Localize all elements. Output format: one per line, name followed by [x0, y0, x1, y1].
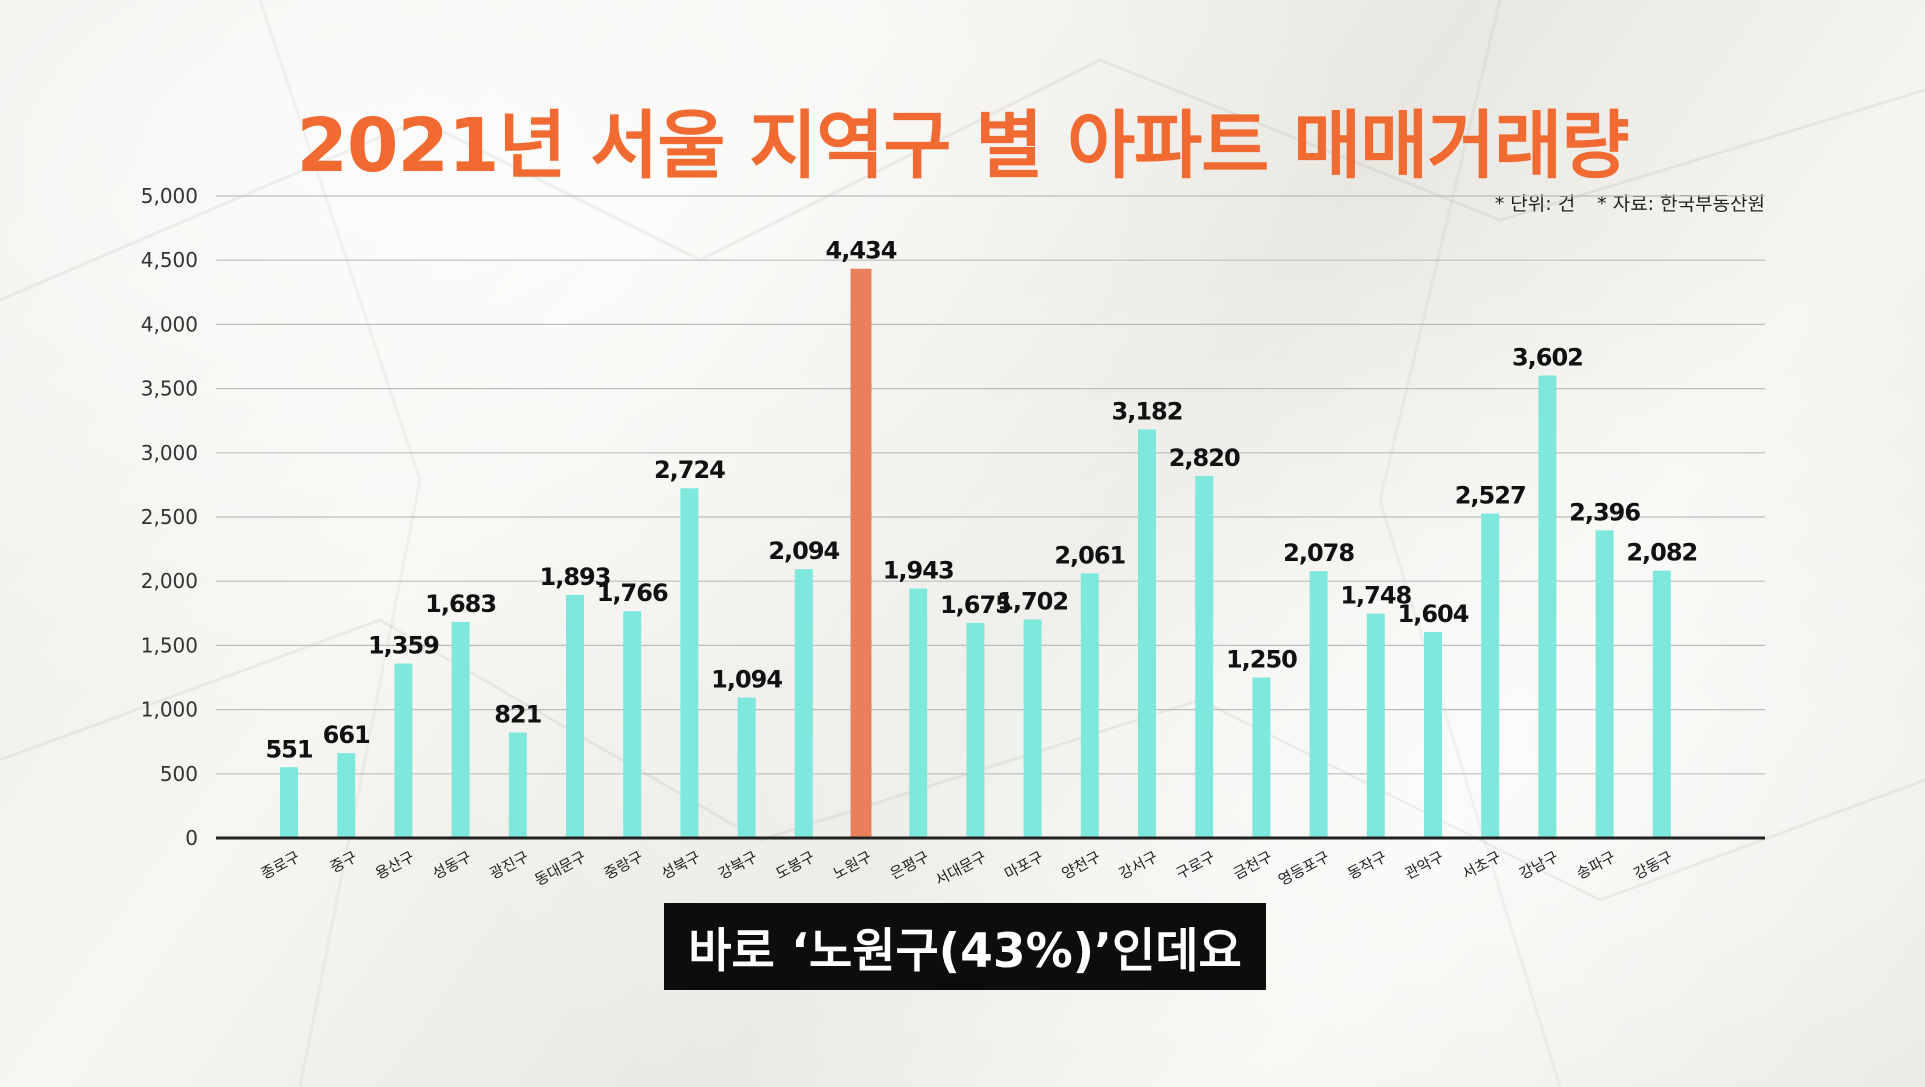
x-tick-label: 강남구 [1516, 848, 1561, 883]
bar [1023, 619, 1042, 838]
data-label: 1,250 [1226, 646, 1297, 674]
bar [394, 663, 413, 838]
bar [737, 697, 756, 838]
bar [623, 611, 642, 838]
x-tick-label: 은평구 [887, 848, 932, 883]
y-tick-label: 4,500 [141, 248, 198, 272]
bar [1366, 613, 1385, 838]
data-label: 1,943 [883, 557, 954, 585]
data-label: 3,182 [1112, 397, 1183, 425]
unit-source-note: * 단위: 건 * 자료: 한국부동산원 [1473, 189, 1765, 216]
x-tick-label: 중랑구 [601, 848, 646, 883]
data-label: 2,527 [1455, 482, 1526, 510]
bar [1652, 570, 1671, 838]
x-tick-label: 노원구 [830, 848, 875, 883]
data-label: 2,061 [1054, 541, 1125, 569]
y-tick-label: 500 [160, 762, 198, 786]
video-subtitle: 바로 ‘노원구(43%)’인데요 [664, 903, 1266, 990]
y-tick-label: 4,000 [141, 312, 198, 336]
data-label: 1,702 [997, 587, 1068, 615]
chart-title: 2021년 서울 지역구 별 아파트 매매거래량 [296, 103, 1630, 189]
x-tick-label: 관악구 [1402, 848, 1447, 883]
x-tick-label: 성북구 [658, 848, 703, 883]
data-label: 2,724 [654, 456, 725, 484]
bar [909, 588, 928, 838]
bar [1481, 513, 1500, 838]
data-label: 3,602 [1512, 344, 1583, 372]
x-tick-label: 강서구 [1116, 848, 1161, 883]
bar [566, 594, 584, 838]
source-note: * 자료: 한국부동산원 [1597, 193, 1765, 215]
x-tick-label: 구로구 [1173, 848, 1218, 883]
x-axis-ticks: 종로구 중구 용산구 성동구 광진구 동대문구 중랑구 성북구 강북구 도봉구 노원구 은평구 서대문구… [258, 848, 1676, 890]
data-label: 4,434 [826, 237, 897, 265]
y-tick-label: 3,500 [141, 377, 198, 401]
data-label: 1,359 [368, 632, 439, 660]
x-tick-label: 종로구 [258, 848, 303, 883]
bar [1595, 530, 1614, 838]
bar [1252, 677, 1271, 838]
data-label: 2,396 [1569, 498, 1640, 526]
y-tick-label: 1,500 [141, 633, 198, 657]
bar [1195, 475, 1214, 838]
x-tick-label: 도봉구 [773, 848, 818, 883]
data-label: 2,082 [1626, 539, 1697, 567]
y-tick-label: 1,000 [141, 698, 198, 722]
x-tick-label: 용산구 [372, 848, 417, 883]
data-label: 1,748 [1340, 582, 1411, 610]
bar [280, 767, 298, 838]
bar [1080, 573, 1099, 838]
x-tick-label: 광진구 [487, 848, 532, 883]
data-label: 1,094 [711, 666, 782, 694]
x-tick-label: 송파구 [1573, 848, 1618, 883]
bar [1138, 429, 1156, 838]
x-tick-label: 동작구 [1345, 848, 1390, 883]
data-label: 821 [494, 701, 541, 729]
bar [1309, 571, 1328, 838]
y-axis-ticks: 0 500 1,000 1,500 2,000 2,500 3,000 3,500 4,000 4… [141, 184, 198, 850]
x-tick-label: 강동구 [1631, 848, 1676, 883]
bars [280, 268, 1671, 838]
x-tick-label: 성동구 [429, 848, 474, 883]
data-label: 1,683 [425, 590, 496, 618]
bar [508, 732, 527, 838]
y-tick-label: 3,000 [141, 441, 198, 465]
bar [794, 569, 813, 838]
bar [1538, 375, 1557, 838]
bar [1424, 632, 1442, 838]
gridlines [216, 195, 1765, 775]
data-label: 661 [323, 721, 370, 749]
data-label: 2,820 [1169, 444, 1240, 472]
bar [337, 753, 356, 838]
y-tick-label: 5,000 [141, 184, 198, 208]
y-tick-label: 2,500 [141, 505, 198, 529]
data-label: 2,078 [1283, 539, 1354, 567]
y-tick-label: 0 [185, 826, 198, 850]
x-tick-label: 동대문구 [532, 848, 589, 890]
unit-note: * 단위: 건 [1494, 193, 1576, 215]
data-label: 1,604 [1398, 600, 1469, 628]
data-label: 1,675 [940, 591, 1011, 619]
data-label: 1,766 [597, 579, 668, 607]
x-tick-label: 서초구 [1459, 848, 1504, 883]
data-label: 551 [265, 735, 312, 763]
x-tick-label: 마포구 [1001, 848, 1046, 883]
bar [451, 621, 470, 838]
y-tick-label: 2,000 [141, 569, 198, 593]
highlight-bar [850, 268, 872, 838]
bar [966, 622, 985, 838]
x-tick-label: 중구 [327, 848, 360, 877]
data-label: 1,893 [540, 563, 611, 591]
x-tick-label: 강북구 [715, 848, 760, 883]
x-tick-label: 금천구 [1230, 848, 1275, 883]
x-tick-label: 영등포구 [1275, 848, 1332, 890]
x-tick-label: 양천구 [1059, 848, 1104, 883]
bar [680, 488, 699, 838]
data-label: 2,094 [768, 537, 839, 565]
x-tick-label: 서대문구 [932, 848, 989, 890]
